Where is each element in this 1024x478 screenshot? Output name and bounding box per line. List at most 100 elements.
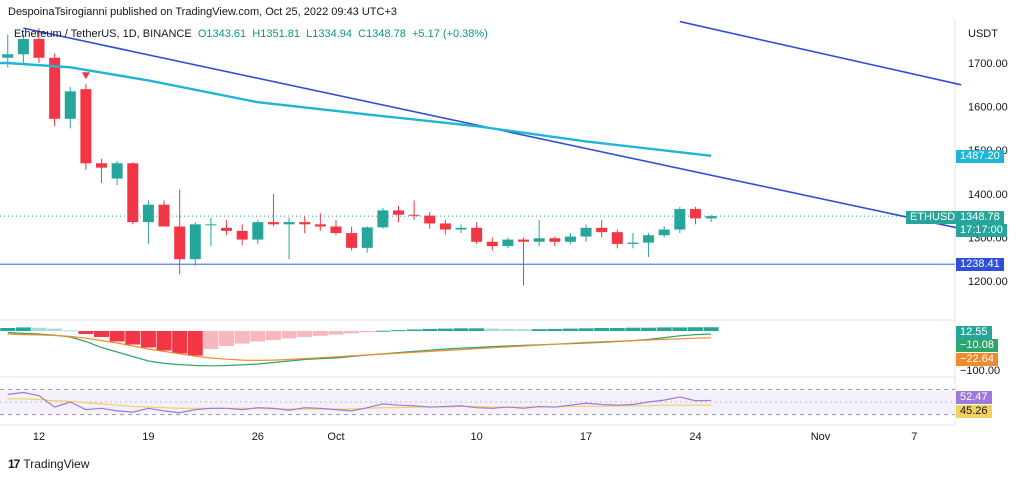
macd-histogram-bar xyxy=(78,331,94,334)
macd-histogram-bar xyxy=(297,331,313,337)
last-price-tag: 1348.78 xyxy=(956,211,1004,224)
moving-average-line xyxy=(0,61,712,157)
candle xyxy=(205,217,217,247)
macd-histogram-bar xyxy=(0,328,16,331)
candle xyxy=(361,226,373,253)
candle xyxy=(299,216,311,234)
candle-body xyxy=(471,227,483,242)
candle xyxy=(643,233,655,258)
rsi-ma-line xyxy=(7,398,712,410)
macd-histogram-bar xyxy=(281,331,297,339)
candle xyxy=(627,233,639,249)
macd-signal-tag: −22.64 xyxy=(956,353,998,366)
macd-histogram-bar xyxy=(109,331,125,342)
candle xyxy=(267,193,279,227)
candle-body xyxy=(564,236,576,242)
countdown-tag: 17:17:00 xyxy=(956,224,1007,237)
candle xyxy=(658,226,670,238)
macd-histogram-bar xyxy=(312,331,328,336)
macd-histogram-bar xyxy=(656,327,672,331)
macd-histogram-bar xyxy=(547,328,563,331)
ma-value-tag: 1487.20 xyxy=(956,150,1004,163)
macd-histogram-bar xyxy=(703,327,719,331)
macd-histogram-bar xyxy=(609,328,625,331)
candle xyxy=(174,189,186,275)
candle-body xyxy=(486,241,498,247)
candle-body xyxy=(205,224,217,226)
candle-body xyxy=(549,238,561,242)
macd-histogram-bar xyxy=(172,331,188,354)
candle-body xyxy=(267,222,279,225)
candle-body xyxy=(643,235,655,243)
candle xyxy=(377,207,389,229)
macd-histogram-bar xyxy=(219,331,235,346)
support-tag: 1238.41 xyxy=(956,258,1004,271)
macd-histogram-bar xyxy=(328,331,344,335)
candle xyxy=(49,53,61,127)
candle xyxy=(502,237,514,249)
price-tick-label: 1400.00 xyxy=(968,189,1008,201)
macd-pane xyxy=(0,327,719,367)
time-tick-label: 12 xyxy=(33,431,45,443)
macd-signal-line xyxy=(7,333,712,362)
high-value: H1351.81 xyxy=(252,28,300,40)
macd-histogram-bar xyxy=(125,331,141,345)
time-tick-label: Nov xyxy=(811,431,831,443)
candle-body xyxy=(455,227,467,230)
price-tick-label: 1600.00 xyxy=(968,102,1008,114)
candle-body xyxy=(158,204,170,227)
candle-body xyxy=(689,209,701,219)
macd-histogram-bar xyxy=(437,328,453,331)
candle-body xyxy=(314,224,326,227)
macd-histogram-bar xyxy=(375,330,391,332)
symbol-title[interactable]: Ethereum / TetherUS, 1D, BINANCE xyxy=(14,28,192,40)
candle xyxy=(689,206,701,225)
candle xyxy=(252,219,264,244)
time-tick-label: 17 xyxy=(580,431,592,443)
candle xyxy=(283,217,295,260)
candle-body xyxy=(96,163,108,168)
candle-body xyxy=(674,209,686,230)
macd-histogram-bar xyxy=(140,331,156,348)
candle xyxy=(533,219,545,247)
candle xyxy=(33,28,45,63)
tradingview-brand[interactable]: 17 TradingView xyxy=(8,457,89,471)
macd-histogram-bar xyxy=(516,329,532,331)
candle xyxy=(580,224,592,242)
macd-histogram-bar xyxy=(203,331,219,349)
candle-body xyxy=(502,239,514,247)
price-tick-label: 1700.00 xyxy=(968,58,1008,70)
candle-body xyxy=(533,238,545,242)
candle xyxy=(64,86,76,129)
macd-histogram-bar xyxy=(531,329,547,331)
candle xyxy=(17,34,29,63)
trendline xyxy=(679,20,962,86)
time-tick-label: 19 xyxy=(142,431,154,443)
candle-body xyxy=(658,229,670,236)
candle-body xyxy=(283,222,295,225)
macd-histogram-bar xyxy=(15,327,31,331)
candle-body xyxy=(377,210,389,228)
macd-histogram-bar xyxy=(469,328,485,331)
candle-body xyxy=(17,39,29,55)
rsi-pane xyxy=(0,388,955,416)
ohlc-legend: Ethereum / TetherUS, 1D, BINANCE O1343.6… xyxy=(14,28,488,40)
macd-histogram-bar xyxy=(359,331,375,333)
candle-body xyxy=(361,227,373,248)
macd-histogram-bar xyxy=(687,327,703,331)
symbol-tag: ETHUSDT xyxy=(906,211,966,224)
candle xyxy=(236,224,248,246)
macd-histogram-bar xyxy=(594,328,610,331)
candle-body xyxy=(705,216,717,219)
time-tick-label: 10 xyxy=(471,431,483,443)
candle-body xyxy=(174,226,186,260)
candle-body xyxy=(236,230,248,240)
macd-hist-tag: 12.55 xyxy=(956,326,992,339)
candle xyxy=(455,224,467,234)
macd-axis-tick: −100.00 xyxy=(960,365,1001,377)
candle-body xyxy=(596,227,608,233)
candle xyxy=(674,206,686,234)
candle xyxy=(705,214,717,223)
macd-histogram-bar xyxy=(422,328,438,331)
